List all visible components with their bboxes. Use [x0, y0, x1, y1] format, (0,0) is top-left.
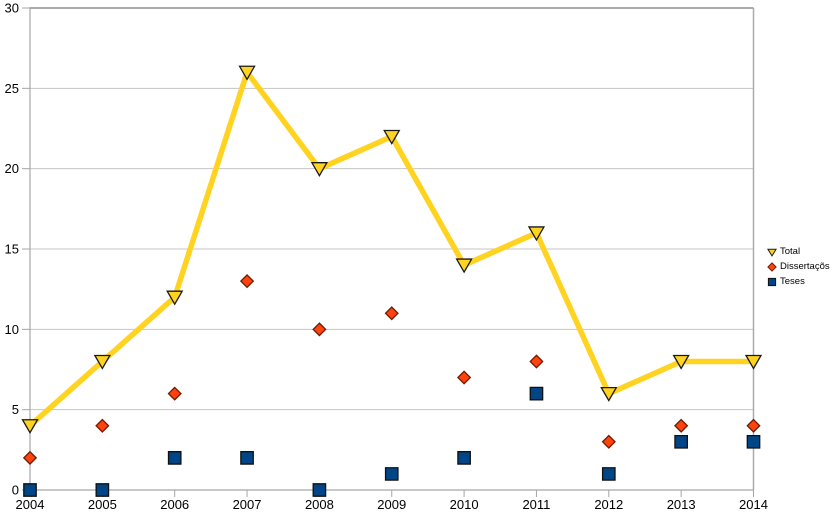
x-tick-label: 2013	[667, 497, 696, 512]
x-tick-label: 2005	[88, 497, 117, 512]
data-point-marker-teses	[312, 483, 327, 497]
legend-item-teses: Teses	[767, 274, 830, 289]
data-point-marker-dissertac-o-s	[95, 418, 110, 433]
x-tick-label: 2010	[450, 497, 479, 512]
series-total	[21, 65, 763, 435]
x-tick-label: 2007	[233, 497, 262, 512]
diamond-marker-icon	[767, 261, 777, 272]
data-point-marker-dissertac-o-s	[674, 418, 689, 433]
legend-item-dissertacos: Dissertaçõs	[767, 259, 830, 274]
legend-label-dissertacos: Dissertaçõs	[780, 261, 830, 272]
data-point-marker-teses	[457, 451, 471, 465]
x-axis: 2004 2005 2006 2007 2008 2009 2010 2011 2012 2013…	[16, 490, 768, 512]
data-point-marker-teses	[95, 483, 110, 497]
data-point-marker-dissertac-o-s	[239, 274, 255, 289]
data-point-marker-total	[455, 258, 473, 274]
x-tick-label: 2004	[16, 497, 45, 512]
y-tick-label: 0	[12, 483, 19, 498]
legend-label-total: Total	[780, 246, 801, 257]
x-tick-label: 2008	[305, 497, 334, 512]
data-point-marker-total	[238, 65, 256, 81]
data-point-marker-dissertac-o-s	[384, 306, 399, 321]
y-tick-label: 20	[5, 161, 19, 176]
data-point-marker-total	[672, 354, 690, 370]
data-point-marker-total	[744, 354, 763, 370]
data-point-marker-dissertac-o-s	[746, 418, 761, 433]
y-tick-label: 30	[5, 1, 19, 16]
data-point-marker-teses	[384, 467, 399, 481]
legend-label-teses: Teses	[780, 276, 805, 287]
y-gridlines	[30, 87, 754, 411]
data-point-marker-total	[600, 386, 618, 402]
series-teses	[23, 386, 761, 497]
data-point-marker-teses	[240, 451, 254, 465]
y-axis: 0 5 10 15 20 25 30	[5, 1, 30, 498]
data-point-marker-dissertac-o-s	[529, 354, 544, 369]
chart-legend: Total Dissertaçõs Teses	[767, 244, 830, 289]
x-tick-label: 2006	[160, 497, 189, 512]
data-point-marker-dissertac-o-s	[312, 322, 327, 337]
y-tick-label: 25	[5, 81, 19, 96]
series-dissertac-o-s	[22, 274, 761, 465]
data-point-marker-total	[383, 129, 401, 145]
data-point-marker-teses	[674, 434, 688, 449]
data-point-marker-teses	[746, 434, 761, 449]
y-tick-label: 15	[5, 242, 19, 257]
x-tick-label: 2011	[522, 497, 550, 512]
data-point-marker-total	[93, 354, 111, 370]
data-point-marker-dissertac-o-s	[167, 386, 182, 401]
data-point-marker-dissertac-o-s	[456, 370, 472, 385]
data-point-marker-teses	[167, 451, 182, 465]
data-point-marker-total	[310, 162, 329, 177]
x-tick-label: 2012	[594, 497, 623, 512]
data-point-marker-dissertac-o-s	[22, 450, 38, 465]
data-point-marker-total	[166, 290, 184, 306]
data-point-marker-total	[21, 419, 39, 435]
data-point-marker-total	[527, 226, 546, 242]
data-point-marker-dissertac-o-s	[601, 434, 616, 449]
data-point-marker-teses	[23, 483, 37, 497]
y-tick-label: 10	[5, 322, 19, 337]
y-tick-label: 5	[12, 402, 19, 417]
triangle-down-marker-icon	[767, 248, 777, 257]
x-tick-label: 2009	[377, 497, 406, 512]
data-point-marker-teses	[601, 467, 616, 481]
legend-item-total: Total	[767, 244, 830, 259]
square-marker-icon	[767, 277, 777, 286]
data-point-marker-teses	[529, 386, 544, 401]
x-tick-label: 2014	[739, 497, 768, 512]
